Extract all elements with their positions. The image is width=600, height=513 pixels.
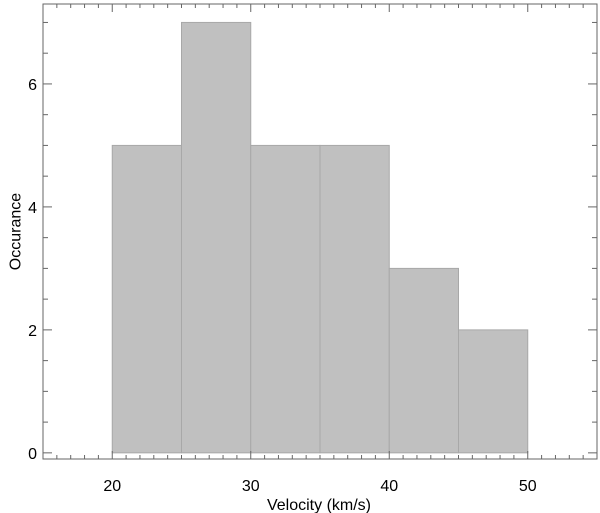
x-axis-ticks: 20 30 40 50: [42, 4, 598, 495]
y-axis-ticks: 0 2 4 6: [28, 21, 597, 463]
histogram-bar-25-30: [181, 21, 252, 454]
histogram-bar-45-50: [458, 329, 529, 454]
histogram-bar-30-35: [250, 144, 321, 454]
histogram-bar-35-40: [319, 144, 390, 454]
bars-group: [111, 21, 529, 454]
y-tick-label: 4: [28, 200, 37, 217]
x-tick-label: 40: [380, 478, 398, 495]
y-axis-label: Occurance: [8, 193, 25, 270]
y-tick-label: 0: [28, 446, 37, 463]
histogram-bar-20-25: [111, 144, 182, 454]
x-axis-label: Velocity (km/s): [267, 497, 371, 513]
histogram-bar-40-45: [388, 267, 459, 454]
x-tick-label: 20: [103, 478, 121, 495]
y-tick-label: 6: [28, 77, 37, 94]
y-tick-label: 2: [28, 323, 37, 340]
x-tick-label: 30: [242, 478, 260, 495]
x-tick-label: 50: [519, 478, 537, 495]
